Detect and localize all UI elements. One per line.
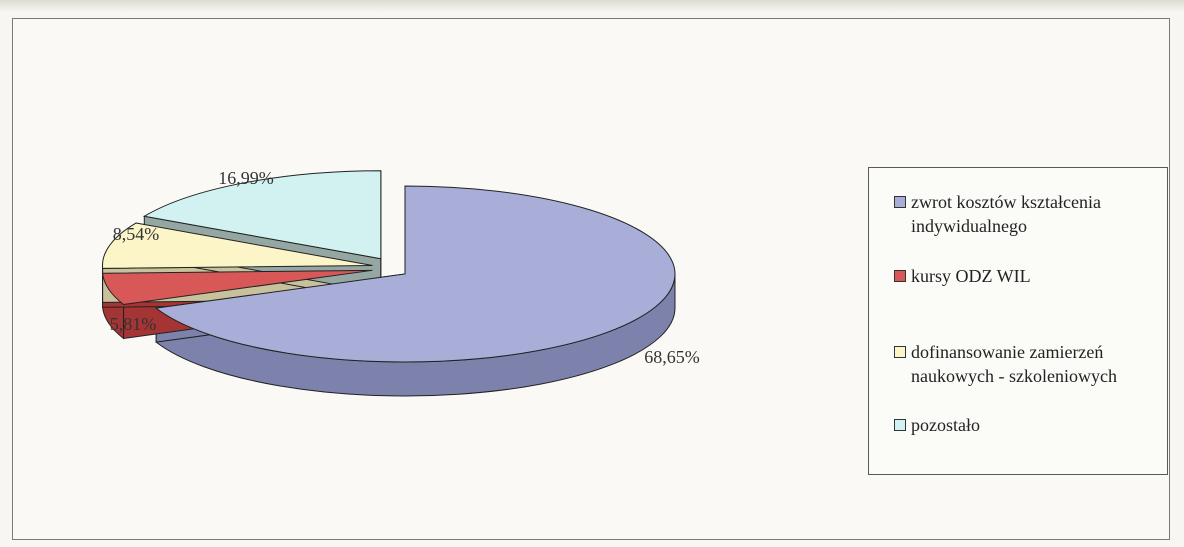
legend-label: zwrot kosztów kształcenia indywidualnego: [911, 192, 1101, 236]
pie-slice: [102, 269, 373, 305]
legend: zwrot kosztów kształcenia indywidualnego…: [868, 167, 1168, 475]
pie-data-label: 8,54%: [113, 224, 160, 244]
legend-swatch: [894, 270, 906, 282]
legend-label: kursy ODZ WIL: [911, 266, 1031, 286]
pie-slice: [142, 170, 382, 260]
legend-swatch: [894, 419, 906, 431]
pie-data-label: 5,81%: [110, 314, 157, 334]
legend-label: dofinansowanie zamierzeń naukowych - szk…: [911, 342, 1117, 386]
legend-swatch: [894, 346, 906, 358]
pie-slice: [154, 185, 676, 363]
scan-edge: [0, 0, 1184, 12]
pie-slice: [102, 222, 373, 269]
legend-swatch: [894, 196, 906, 208]
legend-label: pozostało: [911, 415, 980, 435]
pie-data-label: 68,65%: [644, 347, 700, 367]
pie-data-label: 16,99%: [218, 168, 274, 188]
